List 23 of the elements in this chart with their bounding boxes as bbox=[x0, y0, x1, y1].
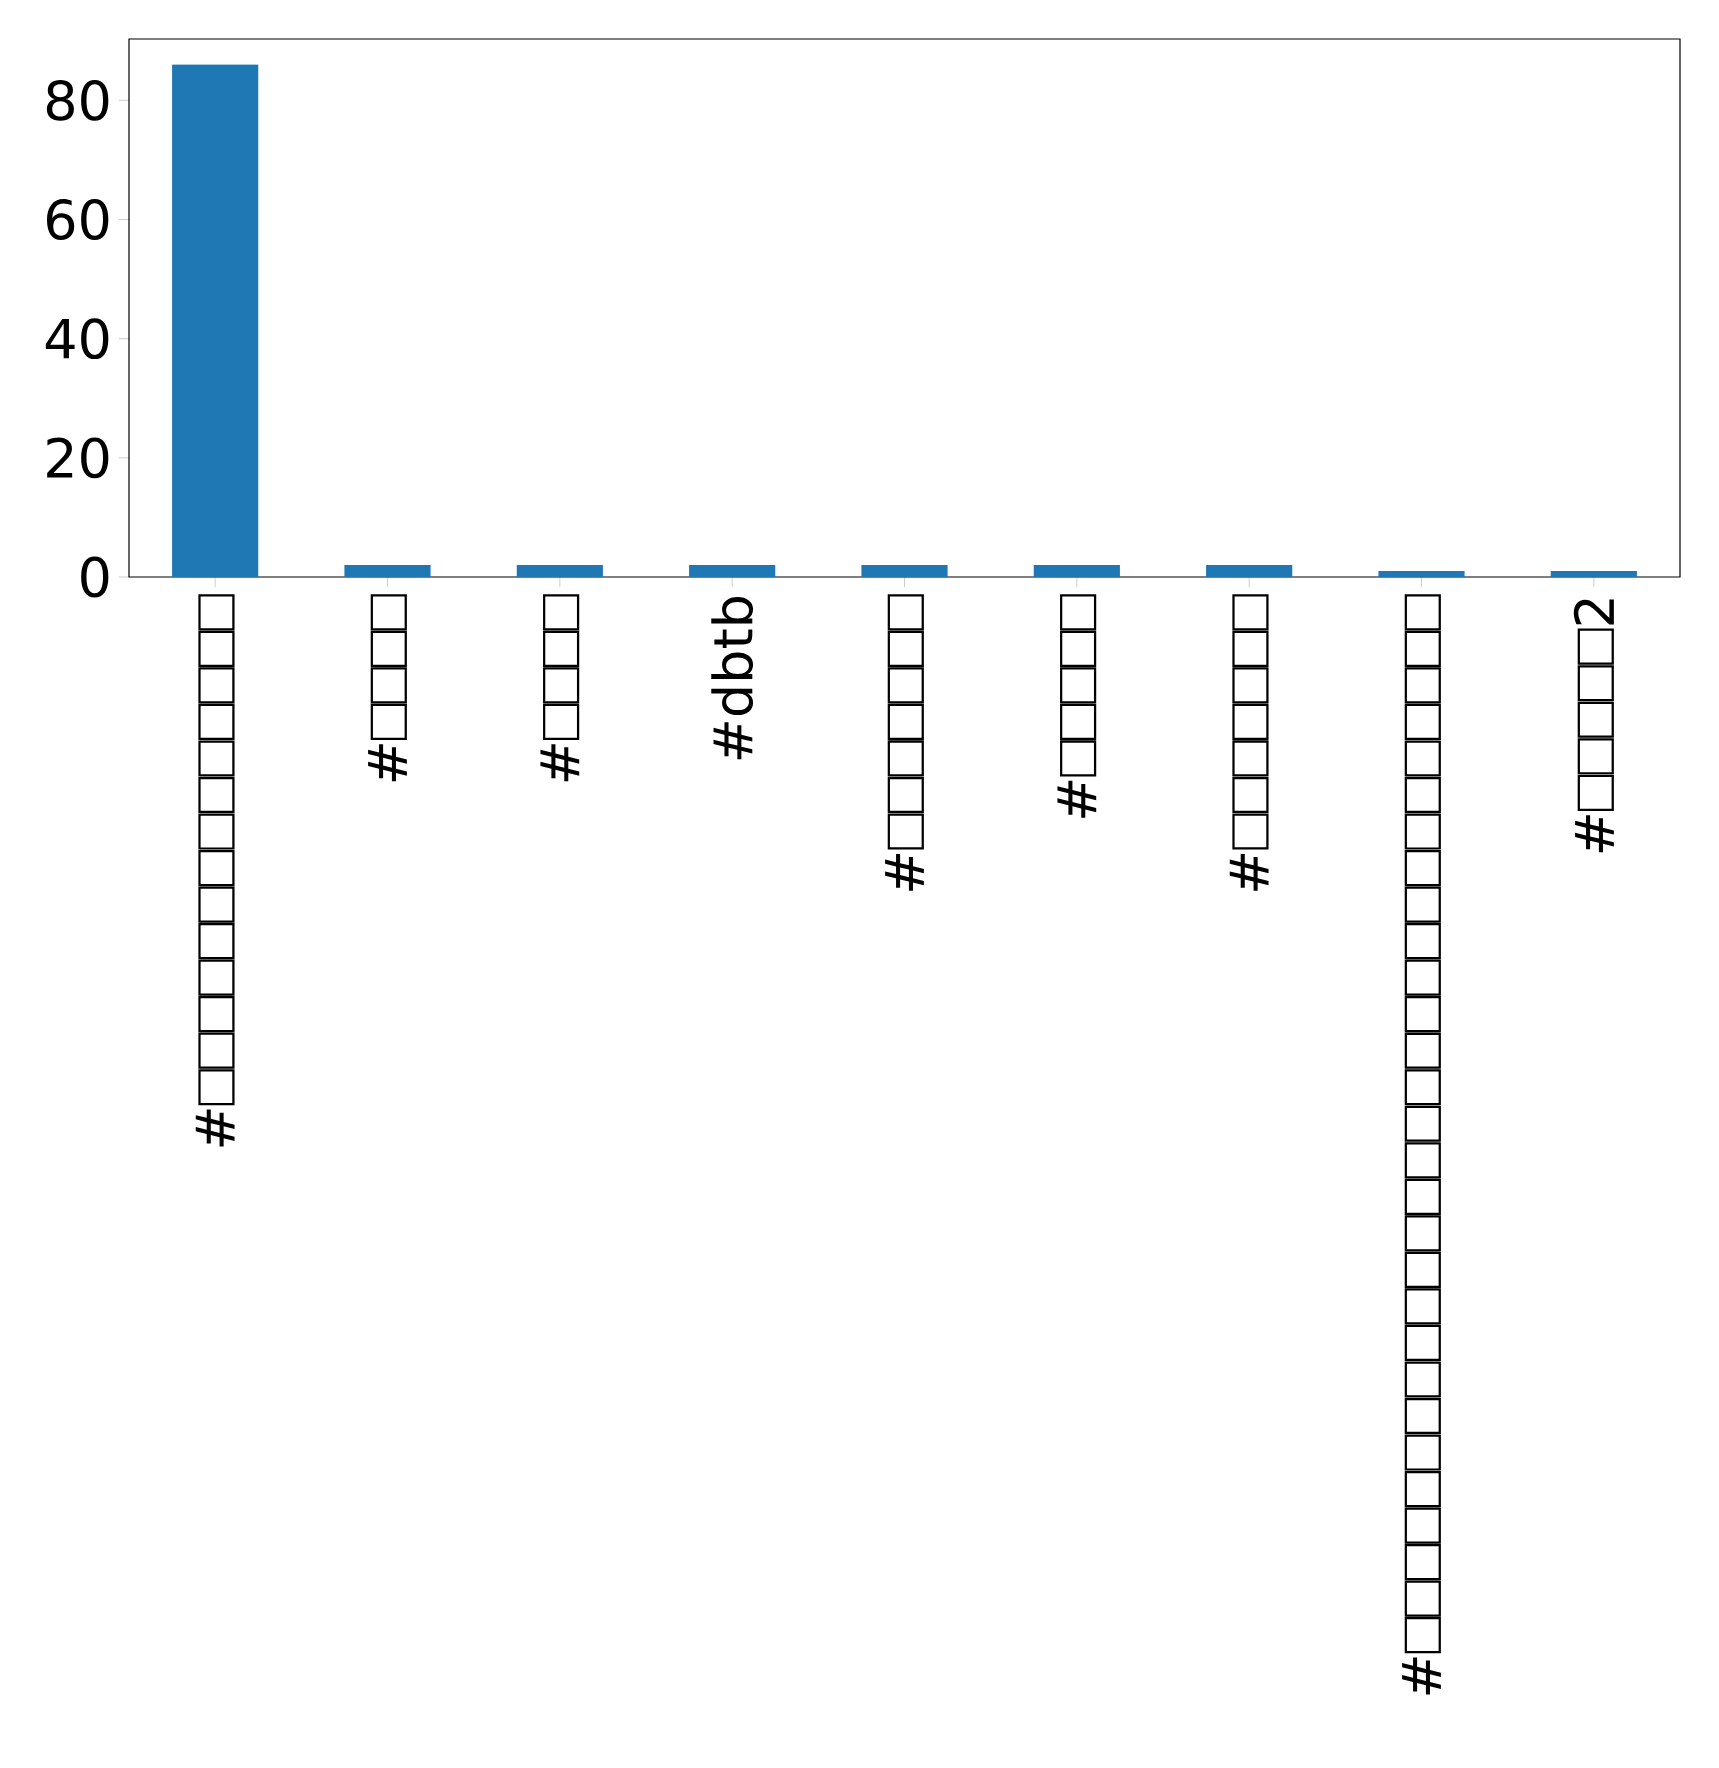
x-tick-label: #□□□□□□□ bbox=[1229, 594, 1269, 891]
x-tick-label: #□□□□□□□□□□□□□□□□□□□□□□□□□□□□□ bbox=[1402, 594, 1441, 1695]
y-tick-label: 60 bbox=[46, 199, 109, 240]
x-tick-label: #□□□□ bbox=[540, 594, 580, 782]
x-tick-label: #dbtb bbox=[711, 596, 754, 760]
y-tick-label: 20 bbox=[47, 437, 109, 479]
x-tick-label: #□□□□□2 bbox=[1573, 599, 1614, 853]
bar bbox=[1033, 565, 1120, 578]
bar bbox=[1206, 565, 1293, 578]
bar bbox=[344, 565, 431, 578]
y-tick-label: 40 bbox=[45, 318, 109, 360]
y-tick-label: 0 bbox=[81, 556, 109, 598]
bar bbox=[1550, 571, 1637, 578]
x-tick-label: #□□□□□□□□□□□□□□ bbox=[195, 594, 235, 1147]
x-tick-label: #□□□□ bbox=[368, 594, 407, 782]
bar bbox=[1378, 571, 1465, 578]
x-tick-label: #□□□□□□□ bbox=[885, 594, 924, 891]
bar bbox=[516, 565, 603, 578]
bar bbox=[689, 565, 776, 578]
x-tick-label: #□□□□□ bbox=[1057, 594, 1097, 818]
y-tick-label: 80 bbox=[46, 79, 109, 121]
bar bbox=[861, 565, 948, 578]
bar bbox=[172, 64, 259, 578]
